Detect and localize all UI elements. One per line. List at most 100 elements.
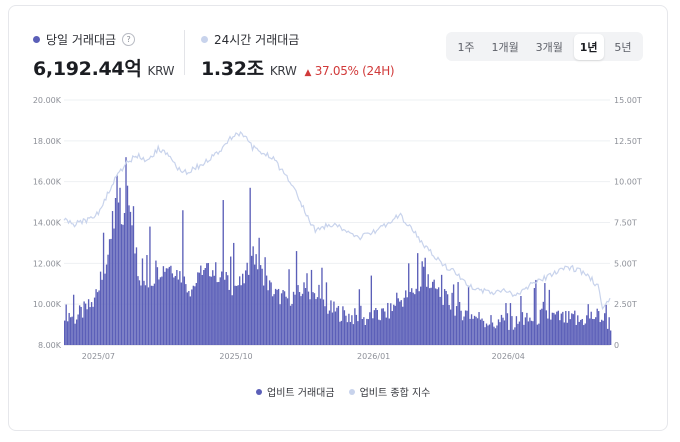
- y-left-tick-label: 14.00K: [33, 219, 62, 228]
- volume-bar: [165, 268, 168, 345]
- period-3m-button[interactable]: 3개월: [535, 40, 563, 54]
- volume-bar: [162, 266, 165, 345]
- volume-bar: [138, 280, 141, 345]
- legend-item-index[interactable]: 업비트 종합 지수: [348, 384, 430, 399]
- volume-bar: [530, 320, 533, 345]
- today-volume-value: 6,192.44억: [33, 58, 142, 80]
- volume-bar: [140, 285, 142, 345]
- volume-bar: [426, 286, 428, 345]
- volume-bar: [289, 305, 292, 345]
- volume-bar: [405, 290, 407, 345]
- volume-bar: [446, 294, 449, 345]
- volume-bar: [333, 301, 335, 345]
- volume-bar: [128, 205, 130, 345]
- volume-bar: [96, 292, 99, 345]
- volume-bar: [514, 327, 516, 345]
- volume-bar: [369, 312, 371, 345]
- volume-bar: [213, 275, 215, 345]
- today-volume-value-row: 6,192.44억 KRW: [33, 54, 175, 81]
- volume-bar: [192, 285, 194, 345]
- volume-bar: [236, 285, 238, 345]
- volume-bar: [578, 321, 580, 345]
- volume-bar: [65, 304, 67, 345]
- volume-bar: [388, 318, 390, 345]
- volume-bar: [129, 211, 132, 345]
- volume-bar: [321, 267, 323, 345]
- volume-bar: [566, 322, 568, 345]
- volume-bar: [143, 280, 145, 345]
- volume-bar: [282, 290, 284, 345]
- volume-bar: [116, 175, 118, 345]
- volume-bar: [273, 294, 275, 345]
- volume-bar: [271, 296, 274, 345]
- volume-bar: [268, 280, 271, 345]
- volume-bar: [173, 277, 175, 345]
- volume-bar: [89, 307, 91, 345]
- legend-item-volume[interactable]: 업비트 거래대금: [256, 384, 335, 399]
- y-right-tick-label: 12.50T: [614, 137, 642, 146]
- y-right-tick-label: 2.50T: [614, 300, 637, 309]
- volume-bar: [378, 319, 380, 345]
- volume-bar: [436, 289, 438, 345]
- volume-bar: [155, 260, 157, 345]
- volume-bar: [443, 289, 446, 345]
- chart-axes: 8.00K 0 10.00K 2.50T 12.00K 5.00T 14.00K 7.50T 1…: [33, 96, 642, 361]
- volume-bar: [493, 326, 495, 345]
- volume-bar: [355, 314, 358, 345]
- volume-bar: [434, 288, 437, 345]
- volume-bar: [381, 308, 383, 345]
- volume-bar: [255, 254, 257, 345]
- period-1w-button[interactable]: 1주: [457, 40, 475, 54]
- volume-bar: [201, 274, 203, 345]
- volume-bar: [503, 320, 506, 345]
- volume-bar: [593, 319, 595, 345]
- volume-bar: [179, 271, 181, 345]
- volume-bar: [111, 211, 114, 345]
- volume-bar: [509, 303, 512, 345]
- volume-bar: [499, 322, 501, 345]
- volume-bar: [494, 328, 497, 345]
- volume-bar: [313, 293, 316, 345]
- volume-bar: [431, 281, 434, 345]
- volume-bar: [259, 265, 262, 345]
- period-1m-button[interactable]: 1개월: [491, 40, 519, 54]
- volume-bar: [589, 318, 591, 345]
- volume-bar: [535, 279, 537, 345]
- help-icon[interactable]: ?: [122, 33, 136, 46]
- volume-bar: [396, 292, 398, 345]
- volume-bar: [131, 225, 133, 345]
- y-right-tick-label: 7.50T: [614, 219, 637, 228]
- volume-bar: [358, 289, 361, 345]
- volume-bar: [553, 312, 555, 345]
- volume-bar: [506, 313, 509, 345]
- volume-bar: [75, 319, 78, 345]
- volume-bar: [294, 294, 296, 345]
- volume-bar: [590, 311, 592, 345]
- period-selector: 1주 1개월 3개월 1년 5년: [446, 32, 643, 61]
- volume-bar: [249, 187, 251, 345]
- volume-bar: [605, 304, 607, 345]
- volume-bar: [84, 303, 87, 345]
- period-5y-button[interactable]: 5년: [614, 40, 632, 54]
- y-right-tick-label: 10.00T: [614, 178, 642, 187]
- volume-bar: [304, 288, 307, 345]
- volume-bar: [460, 310, 462, 345]
- legend-volume-label: 업비트 거래대금: [267, 388, 335, 399]
- volume-bar: [325, 282, 328, 345]
- volume-bar: [604, 313, 606, 345]
- volume-bar: [322, 299, 325, 345]
- volume-bar: [243, 283, 245, 345]
- volume-bar: [188, 291, 190, 345]
- volume-bar: [352, 324, 355, 345]
- volume-bar: [412, 292, 414, 345]
- volume-bar: [156, 267, 159, 345]
- volume-bar: [90, 302, 93, 345]
- volume-bar: [575, 324, 577, 345]
- volume-bar: [491, 322, 494, 345]
- period-1y-button[interactable]: 1년: [573, 33, 604, 60]
- y-left-tick-label: 10.00K: [33, 300, 62, 309]
- volume-24h-label-row: 24시간 거래대금: [201, 31, 394, 48]
- volume-bar: [470, 314, 473, 345]
- volume-bar: [529, 317, 531, 345]
